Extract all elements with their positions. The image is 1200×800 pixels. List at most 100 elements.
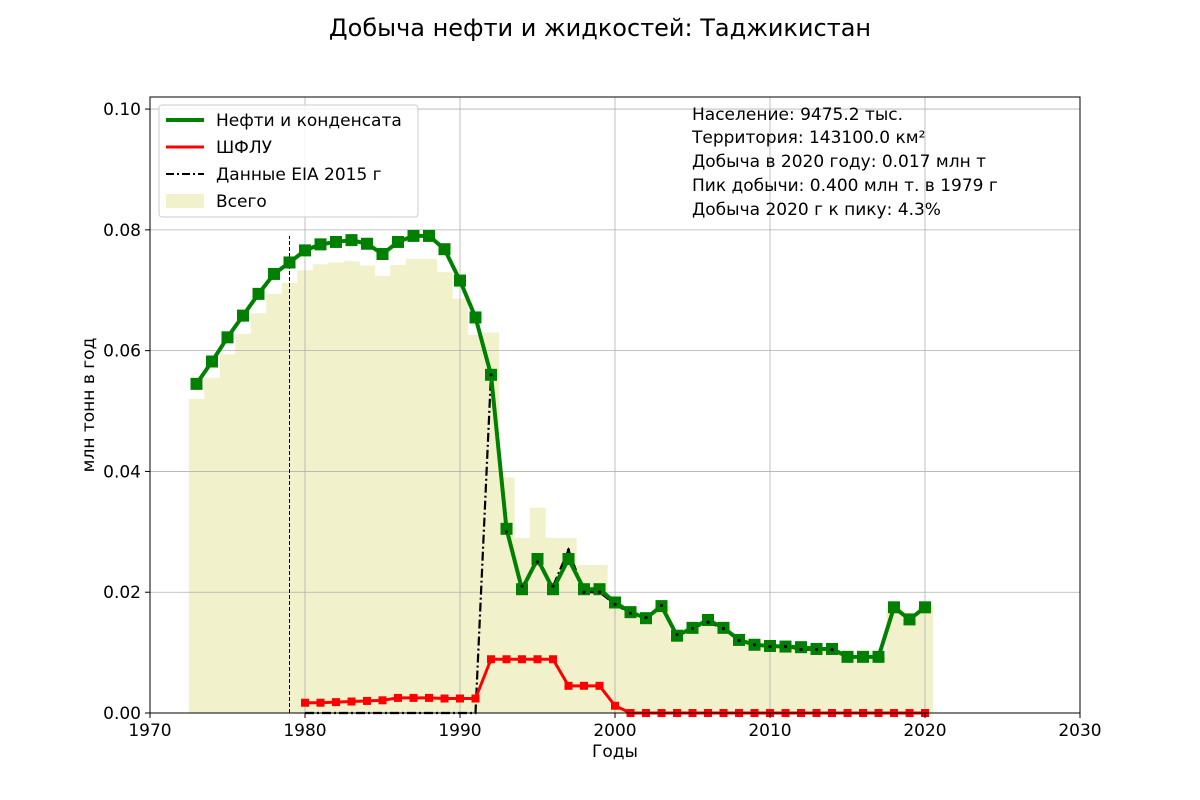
ngl-point [471,694,480,703]
oil-point [516,583,528,596]
legend-box [158,104,419,218]
eia-point [752,643,757,647]
legend-label-total: Всего [216,192,267,212]
chart-title: Добыча нефти и жидкостей: Таджикистан [329,14,871,42]
total-bar [204,377,221,713]
oil-point [593,583,606,596]
oil-point [469,311,482,324]
oil-point [190,377,203,390]
oil-point [299,244,311,257]
total-bar [281,283,298,713]
total-bar [638,618,655,713]
info-territory: Территория: 143100.0 км² [691,128,925,148]
legend-label-oil: Нефти и конденсата [216,111,402,131]
x-axis-label: Годы [592,742,638,762]
total-bar [219,354,236,713]
oil-point [702,613,714,626]
y-tick-label: 0.08 [103,221,141,241]
ngl-point [301,698,309,707]
eia-point [613,602,617,606]
oil-point [531,553,544,565]
total-bar [669,635,686,713]
ngl-point [394,693,402,702]
oil-point [206,355,218,368]
ngl-point [595,681,604,690]
eia-point [706,620,710,625]
oil-point [888,601,900,614]
ngl-point [332,698,340,707]
y-tick-label: 0.06 [103,342,141,362]
eia-point [520,584,524,588]
oil-point [547,583,559,596]
eia-point [659,603,664,608]
ngl-point [611,701,619,710]
oil-point [500,522,513,535]
total-bar [808,648,825,713]
total-bar [777,646,794,713]
y-tick-label: 0.02 [103,583,141,603]
oil-point [221,331,234,344]
oil-point [578,583,590,596]
oil-point [407,229,420,242]
info-population: Население: 9475.2 тыс. [692,105,903,125]
ngl-point [409,693,418,702]
ngl-point [363,696,371,705]
total-bar [436,272,453,713]
eia-point [721,626,726,631]
x-tick-label: 1990 [438,721,481,741]
oil-point [423,229,435,242]
y-tick-label: 0.00 [103,704,141,724]
total-bar [529,507,546,713]
legend-label-eia: Данные EIA 2015 г [216,165,382,185]
oil-point [283,256,296,269]
oil-point [438,243,451,256]
total-bar [328,262,345,713]
x-tick-label: 1970 [128,721,171,741]
total-bar [746,644,763,713]
oil-point [562,553,575,565]
total-bar [855,656,872,713]
oil-point [392,235,404,248]
oil-point [268,267,280,280]
total-bar [576,565,593,713]
y-tick-label: 0.04 [103,462,141,482]
total-bar [467,334,484,713]
oil-point [330,235,342,248]
oil-point [919,601,931,614]
ngl-point [502,655,511,664]
total-bar [235,333,252,713]
x-tick-label: 2020 [903,721,946,741]
total-bar [405,258,422,713]
x-tick-label: 2010 [748,721,791,741]
y-axis-label: млн тонн в год [79,338,99,473]
oil-point [903,613,916,626]
eia-point [566,548,571,552]
total-bar [839,656,856,713]
oil-point [872,650,885,663]
total-bar [250,313,267,713]
info-panel: Население: 9475.2 тыс. Территория: 14310… [691,105,998,220]
eia-point [768,644,772,649]
legend: Нефти и конденсата ШФЛУ Данные EIA 2015 … [158,104,419,218]
oil-point [454,274,466,287]
info-ratio-to-peak: Добыча 2020 г к пику: 4.3% [692,200,941,220]
ngl-point [518,655,526,664]
info-peak: Пик добычи: 0.400 млн т. в 1979 г [692,176,998,196]
oil-point [795,641,807,654]
oil-point [237,309,249,322]
eia-point [551,584,555,588]
eia-point [690,626,695,631]
ngl-point [549,655,557,664]
eia-point [504,530,509,534]
total-bar [886,607,903,713]
x-tick-label: 1980 [283,721,326,741]
eia-point [582,590,586,594]
total-bar [374,275,391,713]
oil-point [609,596,621,609]
oil-point [361,237,373,250]
ngl-point [487,655,495,664]
oil-point [345,234,358,247]
total-bar [312,264,329,713]
total-bar [700,619,717,713]
eia-point [628,611,633,615]
